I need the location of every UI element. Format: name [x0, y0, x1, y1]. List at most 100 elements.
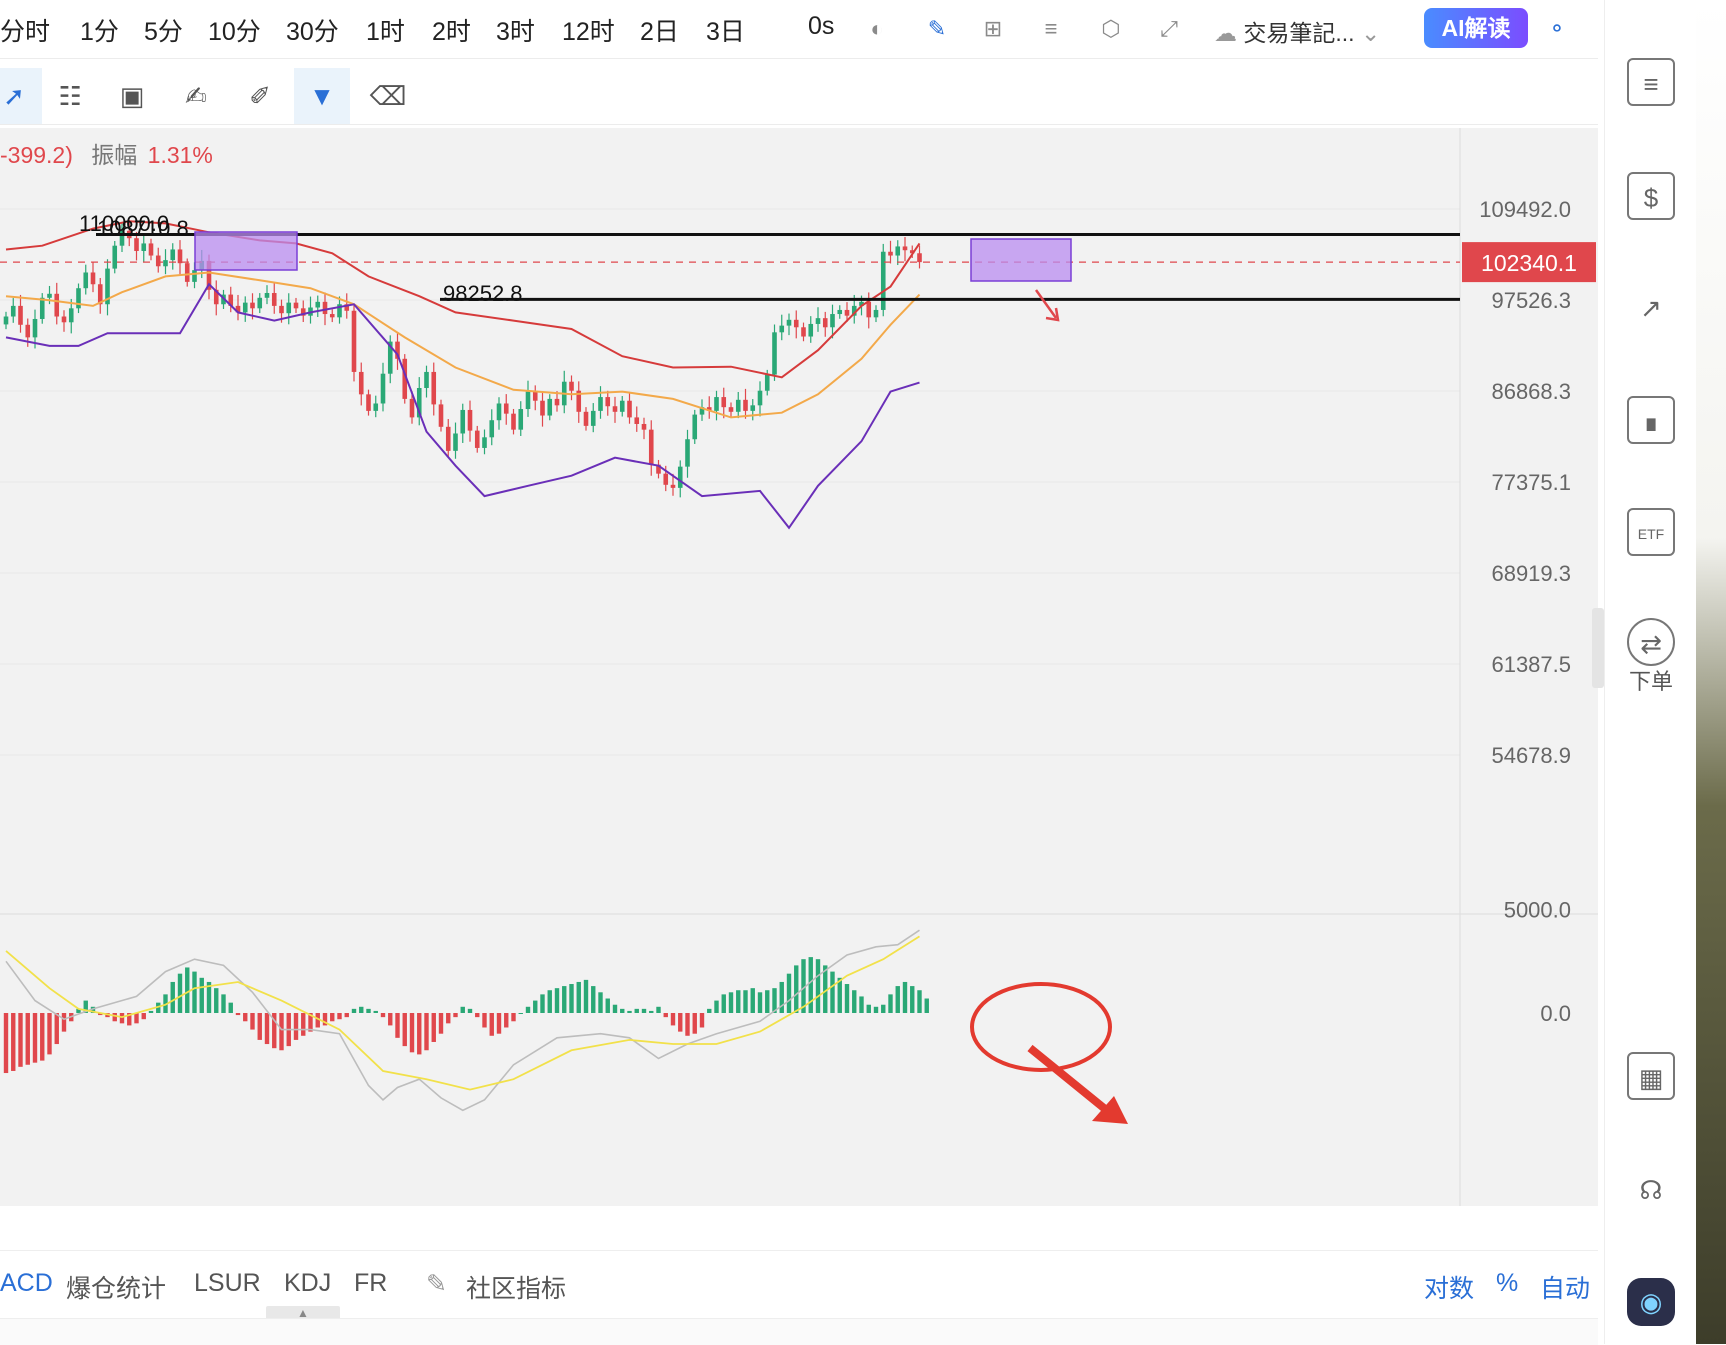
candle-body: [525, 391, 531, 410]
macd-histogram-bar: [525, 1006, 531, 1013]
brush-tool-icon[interactable]: ✐: [249, 81, 271, 111]
tab-fr[interactable]: FR: [354, 1269, 388, 1297]
ai-interpret-button[interactable]: AI解读: [1424, 8, 1528, 48]
macd-histogram-bar: [148, 1010, 154, 1013]
tf-2d[interactable]: 2日: [640, 18, 679, 46]
price-tick-label: 109492.0: [1479, 197, 1571, 222]
tf-3d[interactable]: 3日: [706, 18, 745, 46]
auto-toggle[interactable]: 自动: [1540, 1275, 1591, 1303]
trash-icon[interactable]: ⌫: [369, 81, 407, 111]
macd-histogram-bar: [206, 981, 212, 1013]
sidebar-collapse-handle[interactable]: [1592, 608, 1604, 688]
drawing-toolbar: ➚ ☷ ▣ ✍ ✐ ▼ ⌫: [0, 60, 1598, 125]
candle-body: [612, 406, 618, 412]
tf-1m[interactable]: 1分: [80, 18, 119, 46]
macd-histogram-bar: [583, 979, 589, 1013]
small-arrow-shaft: [1034, 289, 1058, 319]
candle-body: [728, 407, 734, 412]
collapse-handle[interactable]: ▲: [266, 1306, 340, 1320]
monitor-icon[interactable]: ∎: [1627, 396, 1675, 444]
add-layout-icon[interactable]: ⊞: [983, 16, 1003, 41]
tf-fenshi[interactable]: 分时: [0, 18, 51, 46]
tab-acd[interactable]: ACD: [0, 1269, 53, 1297]
candle-body: [902, 246, 908, 251]
trend-icon[interactable]: ↗: [1640, 293, 1662, 323]
percent-toggle[interactable]: %: [1496, 1269, 1519, 1297]
candle-body: [518, 409, 524, 430]
tab-lsur[interactable]: LSUR: [194, 1269, 261, 1297]
settings-icon[interactable]: ⬡: [1101, 16, 1121, 41]
macd-histogram-bar: [779, 981, 784, 1013]
tf-1h[interactable]: 1时: [366, 18, 405, 46]
macd-histogram-bar: [61, 1013, 67, 1032]
macd-histogram-bar: [591, 986, 596, 1013]
candle-body: [837, 309, 843, 315]
signal-line: [5, 935, 920, 1091]
info-line: -399.2) 振幅 1.31%: [0, 136, 213, 170]
candle-body: [503, 403, 509, 414]
candle-body: [395, 341, 400, 359]
macd-histogram-bar: [873, 1006, 879, 1013]
zone-left: [194, 231, 298, 271]
tf-12h[interactable]: 12时: [562, 18, 615, 46]
candle-body: [424, 371, 429, 389]
candle-body: [880, 251, 886, 310]
candle-body: [851, 305, 857, 316]
tf-5m[interactable]: 5分: [144, 18, 183, 46]
tab-community[interactable]: 社区指标: [466, 1275, 567, 1303]
candle-body: [764, 374, 770, 391]
dollar-icon[interactable]: $: [1627, 172, 1675, 220]
share-icon[interactable]: ⚬: [1547, 16, 1567, 41]
etf-icon[interactable]: ETF: [1627, 508, 1675, 556]
robot-icon[interactable]: ◉: [1627, 1278, 1675, 1326]
candle-body: [909, 250, 915, 254]
macd-histogram-bar: [540, 994, 545, 1013]
candle-body: [83, 272, 89, 289]
fullscreen-icon[interactable]: ⤢: [1160, 16, 1178, 41]
tf-2h[interactable]: 2时: [432, 18, 471, 46]
candle-body: [757, 390, 763, 406]
list-icon[interactable]: ≡: [1044, 16, 1058, 41]
candle-body: [569, 381, 574, 391]
candle-body: [112, 245, 118, 269]
trade-notes-dropdown[interactable]: ☁ 交易筆記... ⌄: [1214, 14, 1380, 48]
order-label[interactable]: 下单: [1628, 669, 1673, 694]
macd-histogram-bar: [83, 1000, 88, 1013]
layout-icon[interactable]: ▦: [1627, 1052, 1675, 1100]
log-scale-toggle[interactable]: 对数: [1424, 1275, 1475, 1303]
trendline-tool-icon[interactable]: ➚: [0, 68, 42, 124]
headset-icon[interactable]: ☊: [1639, 1175, 1663, 1205]
pen-icon[interactable]: ✎: [927, 16, 947, 41]
candle-body: [47, 293, 52, 298]
macd-histogram-bar: [322, 1013, 328, 1026]
note-tool-icon[interactable]: ✍: [185, 81, 207, 111]
macd-histogram-bar: [815, 959, 821, 1013]
tab-liquidation[interactable]: 爆仓统计: [66, 1275, 167, 1303]
macd-histogram-bar: [504, 1013, 509, 1028]
macd-histogram-bar: [888, 994, 893, 1013]
exchange-icon[interactable]: ⇄: [1627, 618, 1675, 666]
tf-3h[interactable]: 3时: [496, 18, 535, 46]
camera-icon[interactable]: ◐: [870, 16, 884, 41]
macd-histogram-bar: [395, 1013, 400, 1038]
macd-histogram-bar: [221, 994, 226, 1013]
candle-body: [18, 305, 23, 325]
annotation-110000: 110000.0: [79, 211, 169, 236]
candle-body: [627, 400, 632, 418]
tf-30m[interactable]: 30分: [286, 18, 339, 46]
document-icon[interactable]: ≡: [1627, 58, 1675, 106]
candle-body: [822, 318, 828, 328]
mid-band-line: [5, 271, 921, 419]
macd-histogram-bar: [308, 1013, 313, 1032]
tf-10m[interactable]: 10分: [208, 18, 261, 46]
filter-tool-icon[interactable]: ▼: [294, 68, 350, 124]
macd-histogram-bar: [533, 1000, 538, 1013]
macd-histogram-bar: [272, 1013, 277, 1049]
tab-kdj[interactable]: KDJ: [284, 1269, 332, 1297]
price-tick-label: 68919.3: [1491, 561, 1571, 586]
rectangle-tool-icon[interactable]: ▣: [119, 81, 145, 111]
candles-tool-icon[interactable]: ☷: [58, 81, 82, 111]
macd-histogram-bar: [859, 996, 864, 1013]
macd-histogram-bar: [90, 1006, 96, 1013]
